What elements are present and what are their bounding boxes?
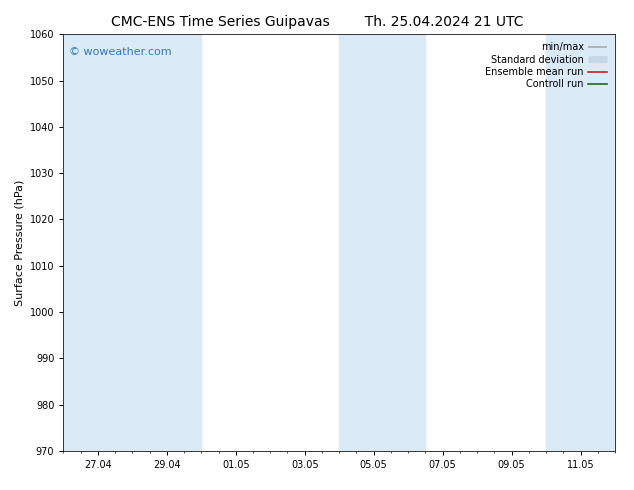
Text: CMC-ENS Time Series Guipavas        Th. 25.04.2024 21 UTC: CMC-ENS Time Series Guipavas Th. 25.04.2… <box>111 15 523 29</box>
Bar <box>339 34 425 451</box>
Bar <box>63 34 202 451</box>
Text: © woweather.com: © woweather.com <box>69 47 172 57</box>
Bar <box>546 34 615 451</box>
Legend: min/max, Standard deviation, Ensemble mean run, Controll run: min/max, Standard deviation, Ensemble me… <box>482 39 610 92</box>
Y-axis label: Surface Pressure (hPa): Surface Pressure (hPa) <box>14 179 24 306</box>
